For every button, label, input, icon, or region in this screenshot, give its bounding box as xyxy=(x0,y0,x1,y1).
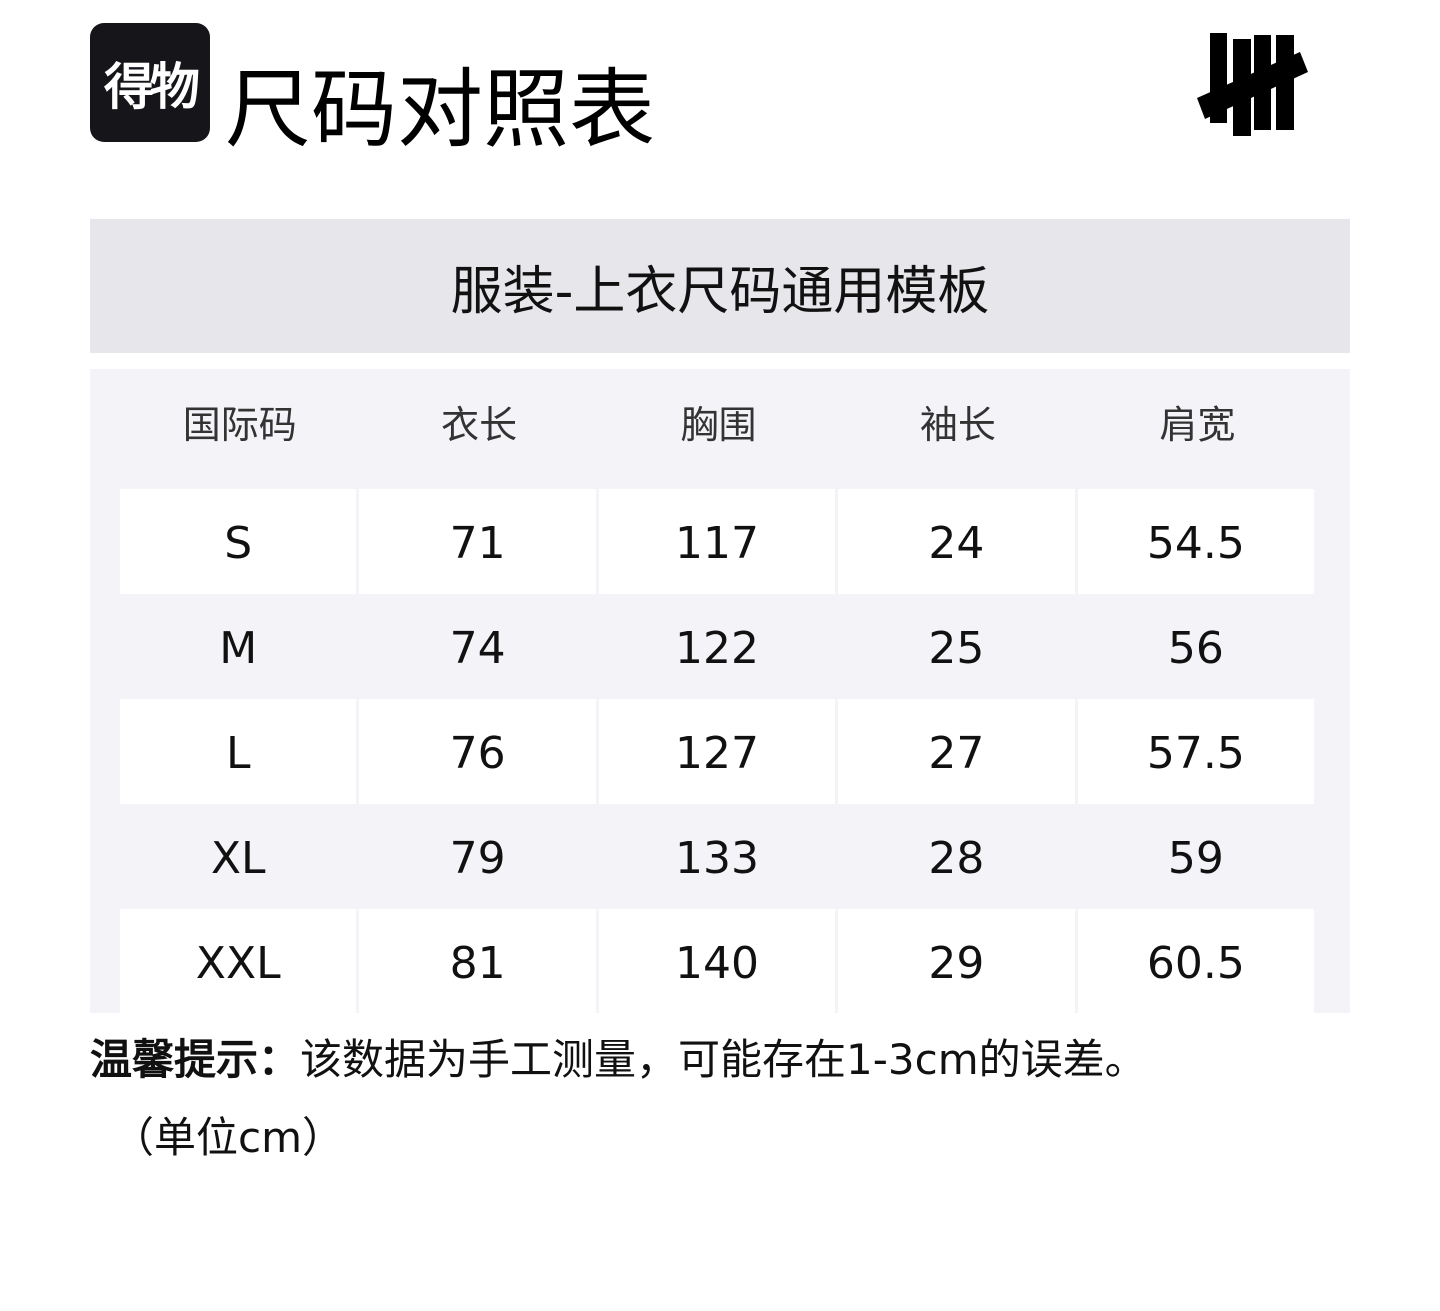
table-cell: 56 xyxy=(1167,623,1224,674)
tip-label: 温馨提示： xyxy=(90,1035,301,1084)
size-table: 服装-上衣尺码通用模板 国际码 衣长 胸围 袖长 肩宽 S 71 117 24 54.5… xyxy=(90,219,1350,1014)
table-cell: XL xyxy=(210,833,266,884)
table-cell: 76 xyxy=(359,699,596,804)
table-cell: 122 xyxy=(675,623,759,674)
table-cell: 71 xyxy=(359,489,596,594)
table-cell: 59 xyxy=(1167,833,1224,884)
tip-note: 温馨提示：该数据为手工测量，可能存在1-3cm的误差。 xyxy=(90,1030,1370,1090)
table-cell: S xyxy=(120,489,357,594)
table-cell: 57.5 xyxy=(1077,699,1315,804)
table-row: XXL 81 140 29 60.5 xyxy=(120,909,1317,1014)
brand-tally-logo xyxy=(1197,33,1308,136)
header-cell: 国际码 xyxy=(182,403,297,447)
header-cell: 肩宽 xyxy=(1159,403,1236,447)
table-cell: 133 xyxy=(675,833,759,884)
header-cell: 胸围 xyxy=(680,403,757,447)
table-cell: 140 xyxy=(598,909,836,1014)
logo-text: 得物 xyxy=(104,57,200,116)
table-cell: L xyxy=(120,699,357,804)
table-title: 服装-上衣尺码通用模板 xyxy=(90,219,1350,353)
table-cell: 60.5 xyxy=(1077,909,1315,1014)
unit-note: （单位cm） xyxy=(112,1113,345,1162)
table-cell: 28 xyxy=(928,833,985,884)
table-row: XL 79 133 28 59 xyxy=(120,804,1317,909)
table-cell: 25 xyxy=(928,623,985,674)
table-cell: 117 xyxy=(598,489,836,594)
header-cell: 袖长 xyxy=(919,403,996,447)
table-cell: 79 xyxy=(449,833,506,884)
page-title: 尺码对照表 xyxy=(225,60,655,160)
table-row: L 76 127 27 57.5 xyxy=(120,699,1317,804)
table-cell: M xyxy=(219,623,258,674)
table-row: S 71 117 24 54.5 xyxy=(120,489,1317,594)
table-cell: 81 xyxy=(359,909,596,1014)
table-cell: 127 xyxy=(598,699,836,804)
table-cell: 24 xyxy=(838,489,1075,594)
header-row: 国际码 衣长 胸围 袖长 肩宽 xyxy=(120,369,1317,489)
tip-text: 该数据为手工测量，可能存在1-3cm的误差。 xyxy=(300,1035,1147,1084)
table-cell: 74 xyxy=(449,623,506,674)
dewu-logo: 得物 xyxy=(90,23,210,142)
table-row: M 74 122 25 56 xyxy=(120,594,1317,699)
header-cell: 衣长 xyxy=(441,403,518,447)
table-cell: 54.5 xyxy=(1077,489,1315,594)
table-cell: 27 xyxy=(838,699,1075,804)
table-cell: 29 xyxy=(838,909,1075,1014)
table-cell: XXL xyxy=(120,909,357,1014)
